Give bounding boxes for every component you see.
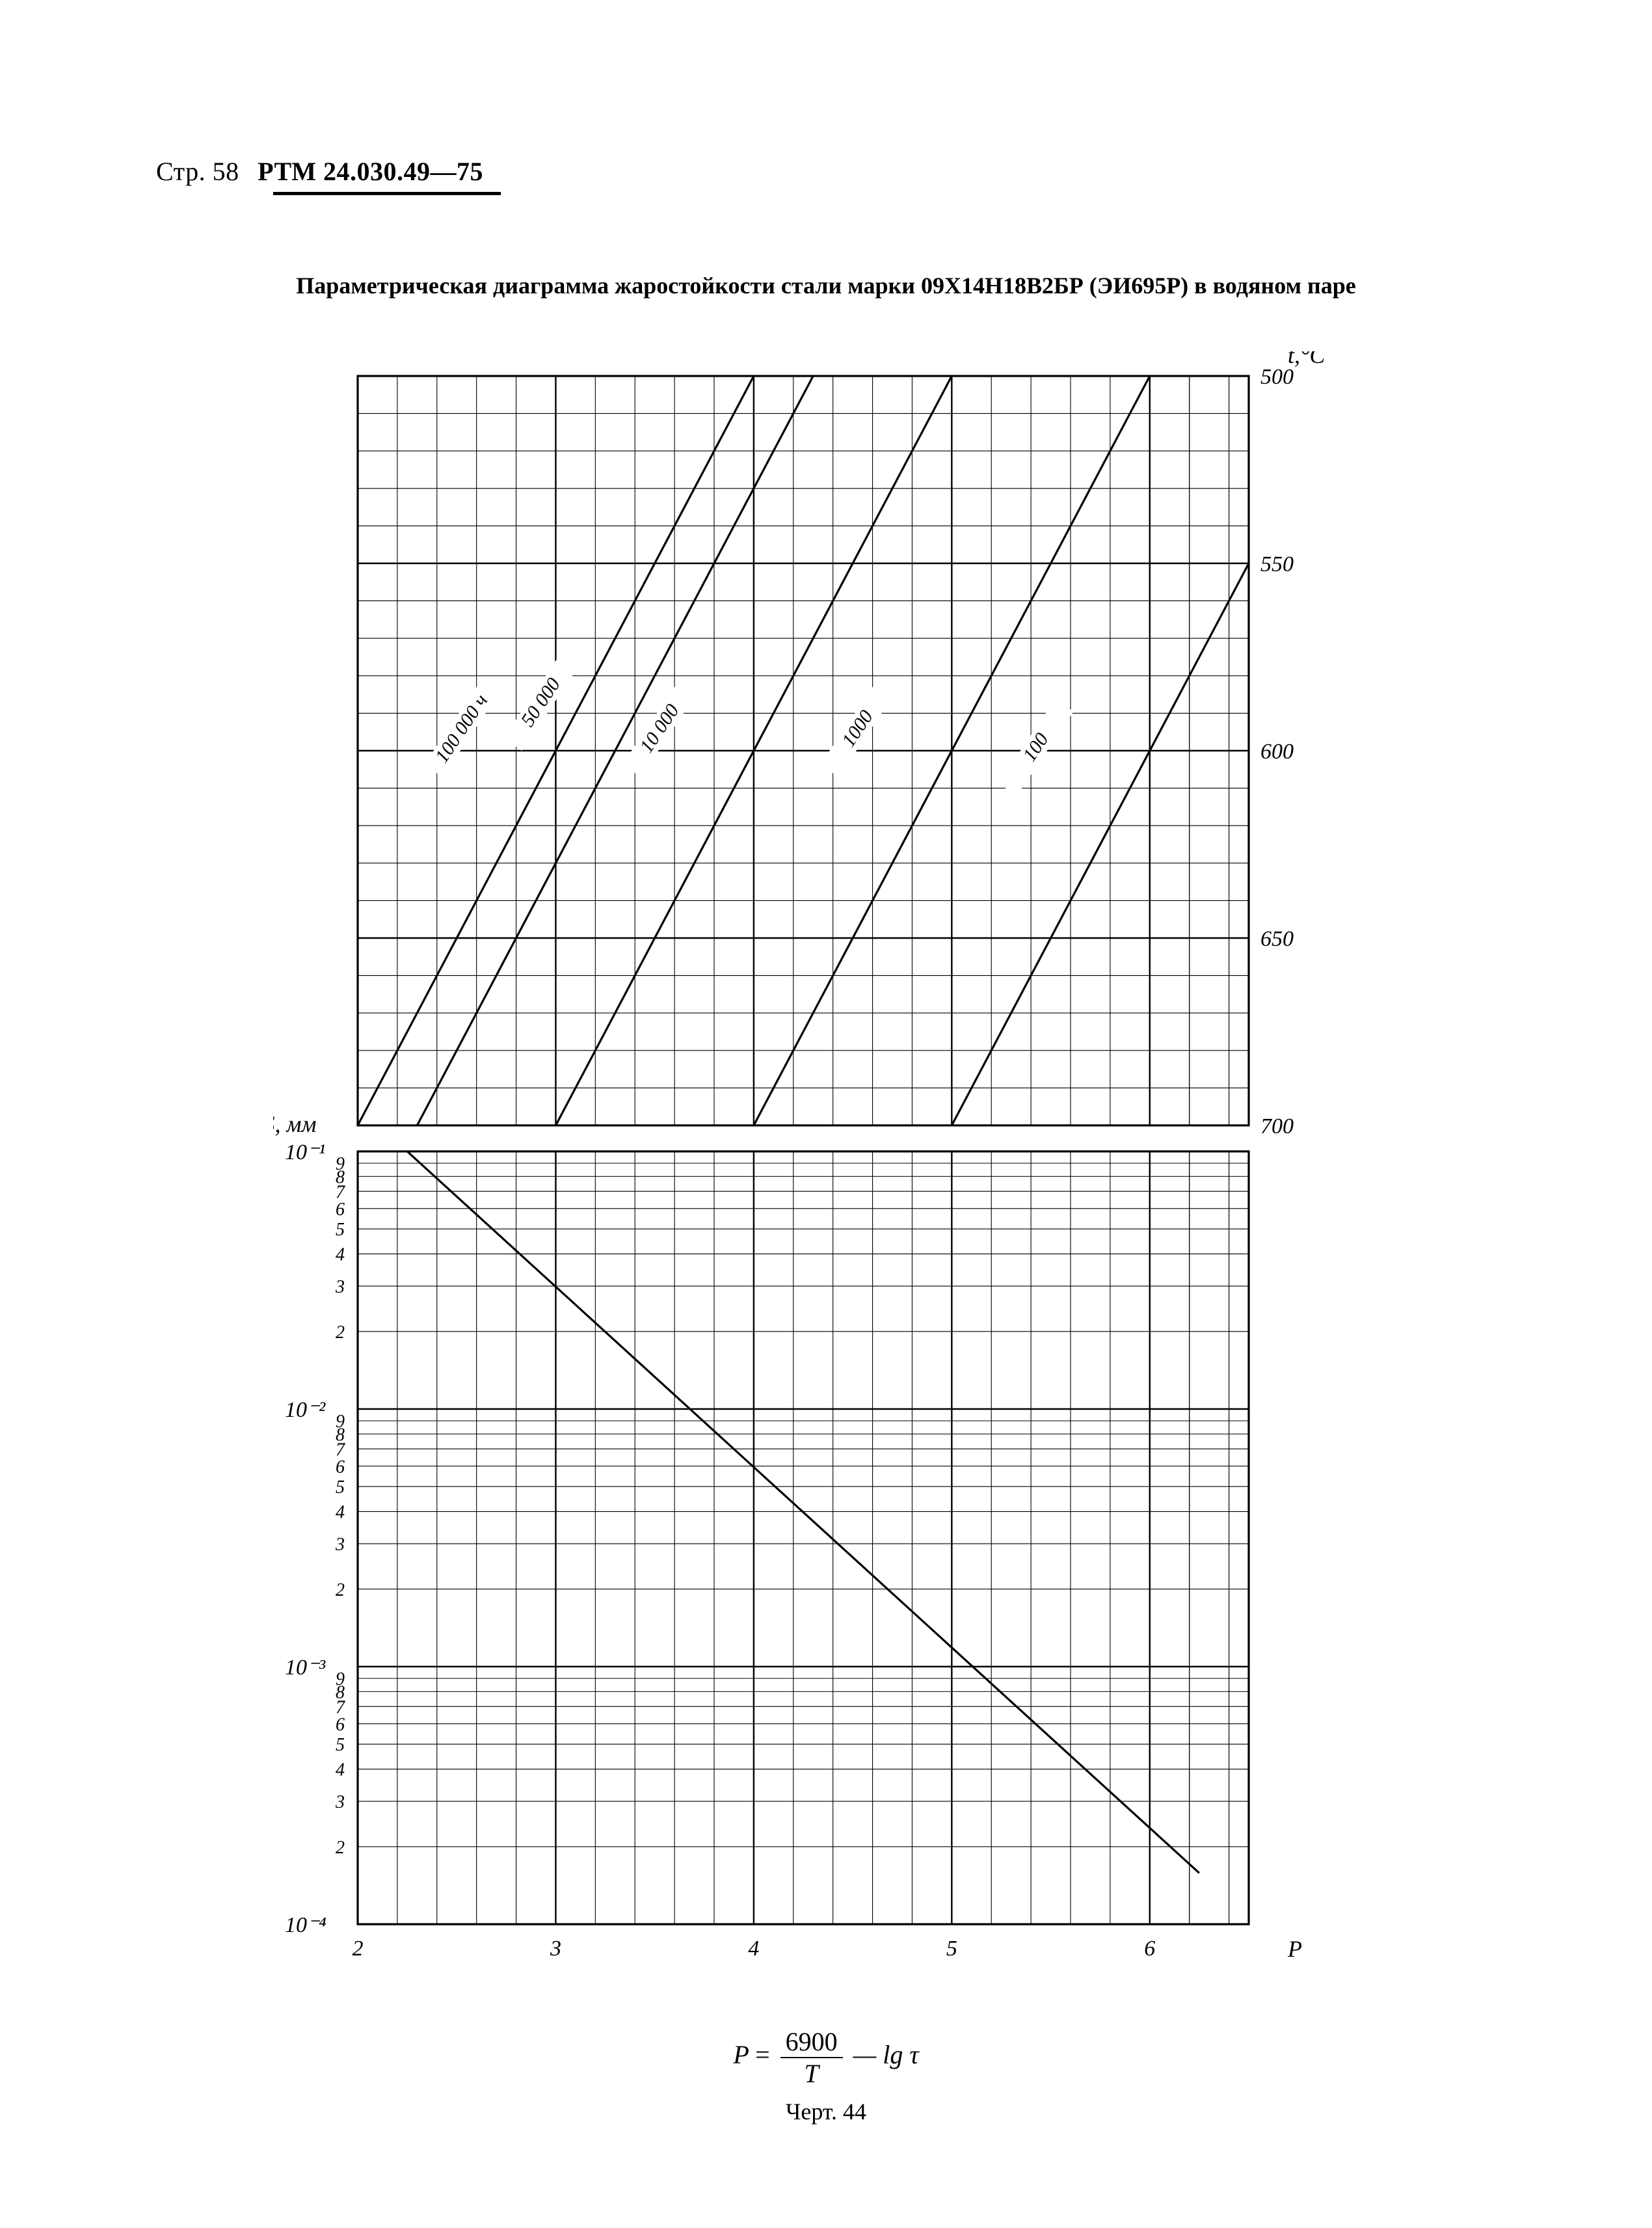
svg-text:2: 2 — [336, 1322, 345, 1343]
svg-text:6: 6 — [1144, 1937, 1155, 1961]
formula-fraction: 6900 T — [780, 2026, 843, 2089]
figure-caption: Черт. 44 — [0, 2098, 1652, 2125]
chart-title: Параметрическая диаграмма жаростойкости … — [280, 270, 1372, 302]
svg-text:10⁻¹: 10⁻¹ — [285, 1140, 325, 1164]
svg-text:4: 4 — [748, 1937, 759, 1961]
formula-lhs: P — [733, 2040, 749, 2069]
svg-text:4: 4 — [336, 1503, 345, 1523]
svg-text:4: 4 — [336, 1245, 345, 1265]
svg-text:650: 650 — [1260, 927, 1294, 951]
svg-text:2: 2 — [336, 1838, 345, 1858]
svg-text:10⁻³: 10⁻³ — [285, 1656, 326, 1680]
svg-text:6: 6 — [336, 1200, 345, 1220]
svg-text:5: 5 — [336, 1735, 345, 1755]
formula: P = 6900 T — lg τ — [0, 2026, 1652, 2089]
svg-text:5: 5 — [946, 1937, 957, 1961]
header-underline — [273, 192, 501, 195]
parametric-chart: 500550600650700t,°C100 000 ч50 00010 000… — [273, 351, 1379, 1991]
svg-text:10⁻²: 10⁻² — [285, 1398, 326, 1422]
svg-text:100 000 ч: 100 000 ч — [431, 690, 492, 766]
document-code: РТМ 24.030.49—75 — [258, 157, 483, 186]
svg-text:550: 550 — [1260, 552, 1294, 576]
svg-text:t,°C: t,°C — [1288, 351, 1326, 368]
page: Стр. 58 РТМ 24.030.49—75 Параметрическая… — [0, 0, 1652, 2228]
page-number: Стр. 58 — [156, 157, 239, 186]
svg-text:3: 3 — [335, 1792, 345, 1812]
svg-text:700: 700 — [1260, 1114, 1294, 1138]
svg-text:P: P — [1287, 1936, 1302, 1962]
svg-text:Δ S, мм: Δ S, мм — [273, 1111, 316, 1137]
svg-text:2: 2 — [336, 1580, 345, 1600]
svg-text:5: 5 — [336, 1220, 345, 1240]
svg-text:10⁻⁴: 10⁻⁴ — [285, 1913, 326, 1937]
svg-text:4: 4 — [336, 1760, 345, 1780]
svg-text:6: 6 — [336, 1715, 345, 1735]
svg-text:600: 600 — [1260, 740, 1294, 764]
svg-text:3: 3 — [335, 1277, 345, 1297]
svg-text:2: 2 — [353, 1937, 364, 1961]
formula-numerator: 6900 — [780, 2026, 843, 2058]
formula-denominator: T — [780, 2058, 843, 2089]
svg-text:3: 3 — [335, 1535, 345, 1555]
svg-text:5: 5 — [336, 1477, 345, 1497]
formula-rhs: — lg τ — [853, 2040, 919, 2069]
svg-text:6: 6 — [336, 1457, 345, 1477]
page-header: Стр. 58 РТМ 24.030.49—75 — [156, 156, 483, 187]
svg-text:500: 500 — [1260, 365, 1294, 389]
svg-text:3: 3 — [550, 1937, 561, 1961]
